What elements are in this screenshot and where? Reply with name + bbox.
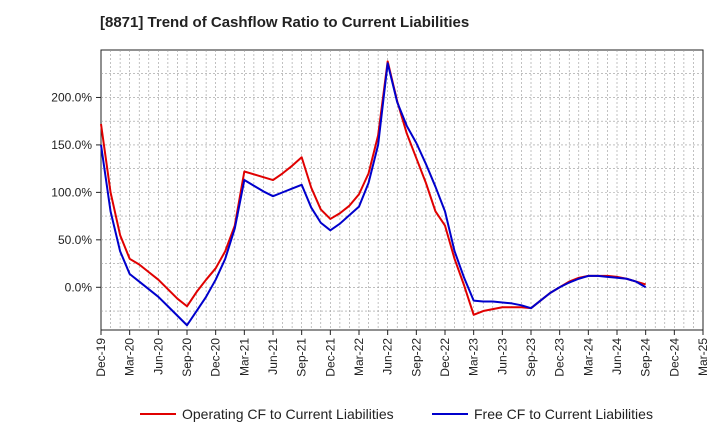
y-tick-label: 0.0%	[65, 280, 93, 294]
x-tick-label: Mar-21	[237, 338, 251, 376]
x-tick-label: Dec-19	[94, 338, 108, 377]
legend-label-2: Free CF to Current Liabilities	[474, 406, 653, 422]
x-tick-label: Sep-20	[180, 338, 194, 377]
x-tick-label: Dec-22	[438, 338, 452, 377]
y-tick-label: 100.0%	[51, 185, 92, 199]
x-tick-label: Jun-20	[151, 338, 165, 375]
y-tick-label: 200.0%	[51, 90, 92, 104]
x-tick-label: Sep-22	[409, 338, 423, 377]
x-tick-label: Dec-20	[209, 338, 223, 377]
x-tick-label: Dec-23	[553, 338, 567, 377]
x-tick-label: Mar-24	[581, 338, 595, 376]
x-tick-label: Jun-21	[266, 338, 280, 375]
x-tick-label: Dec-24	[667, 338, 681, 377]
x-tick-label: Jun-24	[610, 338, 624, 375]
x-tick-label: Mar-22	[352, 338, 366, 376]
chart-title: [8871] Trend of Cashflow Ratio to Curren…	[100, 14, 470, 31]
x-tick-label: Jun-23	[495, 338, 509, 375]
x-tick-label: Sep-23	[524, 338, 538, 377]
legend-label-1: Operating CF to Current Liabilities	[182, 406, 394, 422]
y-tick-label: 150.0%	[51, 138, 92, 152]
x-tick-label: Mar-25	[696, 338, 710, 376]
x-tick-label: Mar-23	[467, 338, 481, 376]
x-tick-label: Dec-21	[323, 338, 337, 377]
x-tick-label: Sep-24	[639, 338, 653, 377]
plot-frame	[100, 49, 704, 331]
y-tick-label: 50.0%	[58, 233, 92, 247]
x-tick-label: Sep-21	[295, 338, 309, 377]
x-tick-label: Mar-20	[123, 338, 137, 376]
x-tick-label: Jun-22	[381, 338, 395, 375]
series-line-2	[100, 62, 647, 327]
